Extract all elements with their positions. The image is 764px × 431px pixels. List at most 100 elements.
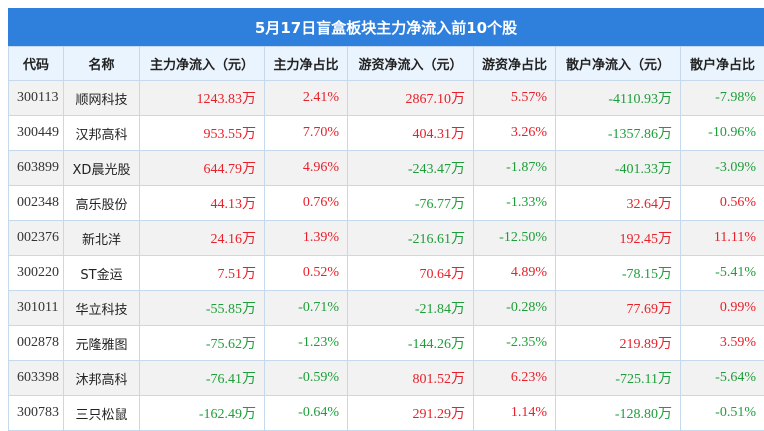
fund-flow-table: 代码 名称 主力净流入（元） 主力净占比 游资净流入（元） 游资净占比 散户净流… [8, 46, 764, 431]
hot-pct-cell: 4.89% [474, 256, 556, 291]
hot-pct-cell: -1.33% [474, 186, 556, 221]
main-pct-cell: 7.70% [265, 116, 348, 151]
stock-code-cell: 300783 [9, 396, 64, 431]
retail-pct-cell: -5.41% [681, 256, 764, 291]
retail-pct-cell: -7.98% [681, 81, 764, 116]
main-inflow-cell: 44.13万 [140, 186, 265, 221]
main-pct-cell: -0.71% [265, 291, 348, 326]
retail-inflow-cell: -401.33万 [556, 151, 681, 186]
hot-pct-cell: 1.14% [474, 396, 556, 431]
table-container: 5月17日盲盒板块主力净流入前10个股 代码 名称 主力净流入（元） 主力净占比… [8, 8, 764, 431]
retail-inflow-cell: -725.11万 [556, 361, 681, 396]
col-header-retail-pct: 散户净占比 [681, 47, 764, 81]
main-inflow-cell: -55.85万 [140, 291, 265, 326]
stock-name-cell: XD晨光股 [64, 151, 140, 186]
stock-code-cell: 300449 [9, 116, 64, 151]
hot-inflow-cell: -21.84万 [348, 291, 474, 326]
main-pct-cell: 0.76% [265, 186, 348, 221]
main-pct-cell: -0.64% [265, 396, 348, 431]
stock-name-cell: 华立科技 [64, 291, 140, 326]
stock-code-cell: 002348 [9, 186, 64, 221]
col-header-code: 代码 [9, 47, 64, 81]
main-inflow-cell: -162.49万 [140, 396, 265, 431]
retail-pct-cell: 11.11% [681, 221, 764, 256]
col-header-main-inflow: 主力净流入（元） [140, 47, 265, 81]
hot-pct-cell: 5.57% [474, 81, 556, 116]
hot-inflow-cell: -243.47万 [348, 151, 474, 186]
stock-name-cell: ST金运 [64, 256, 140, 291]
main-pct-cell: 0.52% [265, 256, 348, 291]
retail-pct-cell: 0.56% [681, 186, 764, 221]
stock-name-cell: 汉邦高科 [64, 116, 140, 151]
stock-name-cell: 高乐股份 [64, 186, 140, 221]
retail-pct-cell: -10.96% [681, 116, 764, 151]
stock-name-cell: 三只松鼠 [64, 396, 140, 431]
col-header-retail-inflow: 散户净流入（元） [556, 47, 681, 81]
main-inflow-cell: 7.51万 [140, 256, 265, 291]
retail-pct-cell: 3.59% [681, 326, 764, 361]
retail-pct-cell: -0.51% [681, 396, 764, 431]
hot-inflow-cell: 291.29万 [348, 396, 474, 431]
retail-pct-cell: 0.99% [681, 291, 764, 326]
hot-inflow-cell: -216.61万 [348, 221, 474, 256]
stock-name-cell: 元隆雅图 [64, 326, 140, 361]
hot-inflow-cell: 801.52万 [348, 361, 474, 396]
col-header-hot-inflow: 游资净流入（元） [348, 47, 474, 81]
hot-inflow-cell: 70.64万 [348, 256, 474, 291]
main-inflow-cell: -76.41万 [140, 361, 265, 396]
stock-code-cell: 002878 [9, 326, 64, 361]
main-pct-cell: -1.23% [265, 326, 348, 361]
stock-code-cell: 603899 [9, 151, 64, 186]
stock-code-cell: 300113 [9, 81, 64, 116]
retail-inflow-cell: -78.15万 [556, 256, 681, 291]
hot-pct-cell: 3.26% [474, 116, 556, 151]
hot-pct-cell: -2.35% [474, 326, 556, 361]
hot-pct-cell: -12.50% [474, 221, 556, 256]
main-inflow-cell: 953.55万 [140, 116, 265, 151]
main-inflow-cell: -75.62万 [140, 326, 265, 361]
stock-name-cell: 沐邦高科 [64, 361, 140, 396]
stock-code-cell: 603398 [9, 361, 64, 396]
main-pct-cell: -0.59% [265, 361, 348, 396]
retail-inflow-cell: 77.69万 [556, 291, 681, 326]
header-row: 代码 名称 主力净流入（元） 主力净占比 游资净流入（元） 游资净占比 散户净流… [9, 47, 764, 81]
main-inflow-cell: 1243.83万 [140, 81, 265, 116]
stock-code-cell: 301011 [9, 291, 64, 326]
col-header-main-pct: 主力净占比 [265, 47, 348, 81]
retail-inflow-cell: -128.80万 [556, 396, 681, 431]
stock-code-cell: 300220 [9, 256, 64, 291]
main-pct-cell: 1.39% [265, 221, 348, 256]
table-title: 5月17日盲盒板块主力净流入前10个股 [8, 8, 764, 46]
col-header-name: 名称 [64, 47, 140, 81]
stock-name-cell: 顺网科技 [64, 81, 140, 116]
hot-inflow-cell: 404.31万 [348, 116, 474, 151]
hot-inflow-cell: -144.26万 [348, 326, 474, 361]
retail-pct-cell: -5.64% [681, 361, 764, 396]
stock-name-cell: 新北洋 [64, 221, 140, 256]
hot-pct-cell: -1.87% [474, 151, 556, 186]
retail-inflow-cell: 192.45万 [556, 221, 681, 256]
main-pct-cell: 4.96% [265, 151, 348, 186]
retail-inflow-cell: -1357.86万 [556, 116, 681, 151]
main-pct-cell: 2.41% [265, 81, 348, 116]
col-header-hot-pct: 游资净占比 [474, 47, 556, 81]
hot-inflow-cell: -76.77万 [348, 186, 474, 221]
retail-inflow-cell: -4110.93万 [556, 81, 681, 116]
hot-inflow-cell: 2867.10万 [348, 81, 474, 116]
stock-code-cell: 002376 [9, 221, 64, 256]
retail-inflow-cell: 219.89万 [556, 326, 681, 361]
retail-pct-cell: -3.09% [681, 151, 764, 186]
hot-pct-cell: -0.28% [474, 291, 556, 326]
retail-inflow-cell: 32.64万 [556, 186, 681, 221]
main-inflow-cell: 644.79万 [140, 151, 265, 186]
